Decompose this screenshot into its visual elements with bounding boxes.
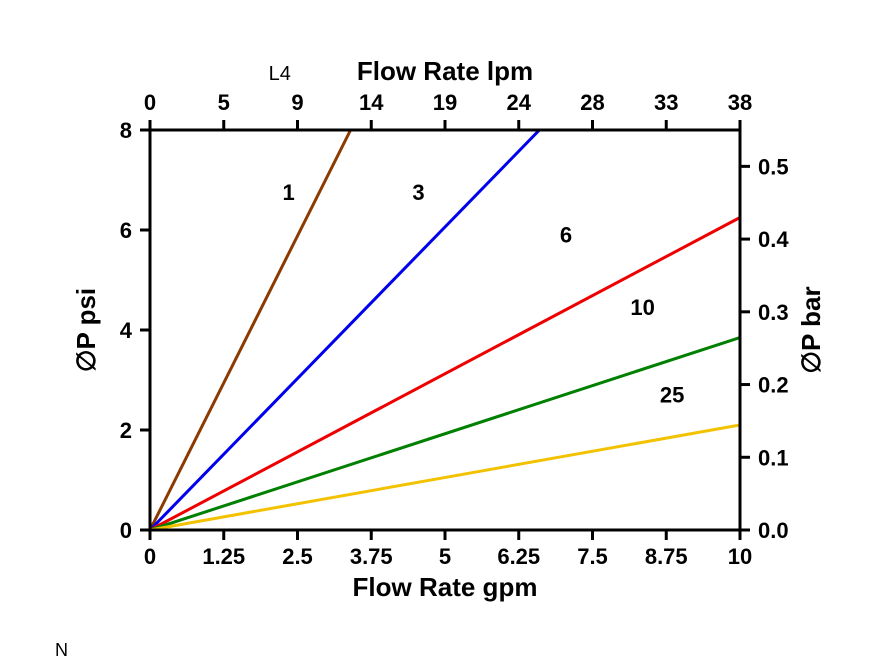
y-left-tick-label: 2 [120, 418, 132, 443]
x-top-tick-label: 0 [144, 90, 156, 115]
corner-label: L4 [269, 63, 291, 85]
y-left-tick-label: 6 [120, 218, 132, 243]
x-bottom-tick-label: 6.25 [497, 544, 540, 569]
x-top-tick-label: 9 [291, 90, 303, 115]
corner-note: N [55, 640, 68, 661]
x-bottom-tick-label: 2.5 [282, 544, 313, 569]
x-top-tick-label: 38 [728, 90, 752, 115]
x-top-tick-label: 24 [507, 90, 532, 115]
x-bottom-tick-label: 7.5 [577, 544, 608, 569]
y-right-tick-label: 0.5 [758, 154, 789, 179]
x-top-title: Flow Rate lpm [357, 56, 533, 86]
y-right-tick-label: 0.4 [758, 227, 789, 252]
x-top-tick-label: 19 [433, 90, 457, 115]
x-bottom-title: Flow Rate gpm [353, 572, 538, 602]
y-right-title: ∅P bar [796, 286, 826, 373]
x-bottom-tick-label: 5 [439, 544, 451, 569]
series-label-3: 3 [412, 180, 424, 205]
x-bottom-tick-label: 0 [144, 544, 156, 569]
y-left-tick-label: 0 [120, 518, 132, 543]
x-top-tick-label: 14 [359, 90, 384, 115]
x-bottom-tick-label: 8.75 [645, 544, 688, 569]
series-label-10: 10 [630, 295, 654, 320]
series-label-1: 1 [283, 180, 295, 205]
y-right-tick-label: 0.1 [758, 445, 789, 470]
x-top-tick-label: 28 [580, 90, 604, 115]
y-right-tick-label: 0.2 [758, 373, 789, 398]
y-left-tick-label: 8 [120, 118, 132, 143]
x-bottom-tick-label: 3.75 [350, 544, 393, 569]
chart-stage: 01.252.53.7556.257.58.7510Flow Rate gpm0… [0, 0, 888, 666]
y-right-tick-label: 0.3 [758, 300, 789, 325]
x-top-tick-label: 5 [218, 90, 230, 115]
x-bottom-tick-label: 1.25 [202, 544, 245, 569]
y-left-tick-label: 4 [120, 318, 133, 343]
y-left-title: ∅P psi [71, 288, 101, 372]
series-label-25: 25 [660, 383, 684, 408]
y-right-tick-label: 0.0 [758, 518, 789, 543]
x-bottom-tick-label: 10 [728, 544, 752, 569]
chart-svg: 01.252.53.7556.257.58.7510Flow Rate gpm0… [0, 0, 888, 666]
series-label-6: 6 [560, 223, 572, 248]
x-top-tick-label: 33 [654, 90, 678, 115]
